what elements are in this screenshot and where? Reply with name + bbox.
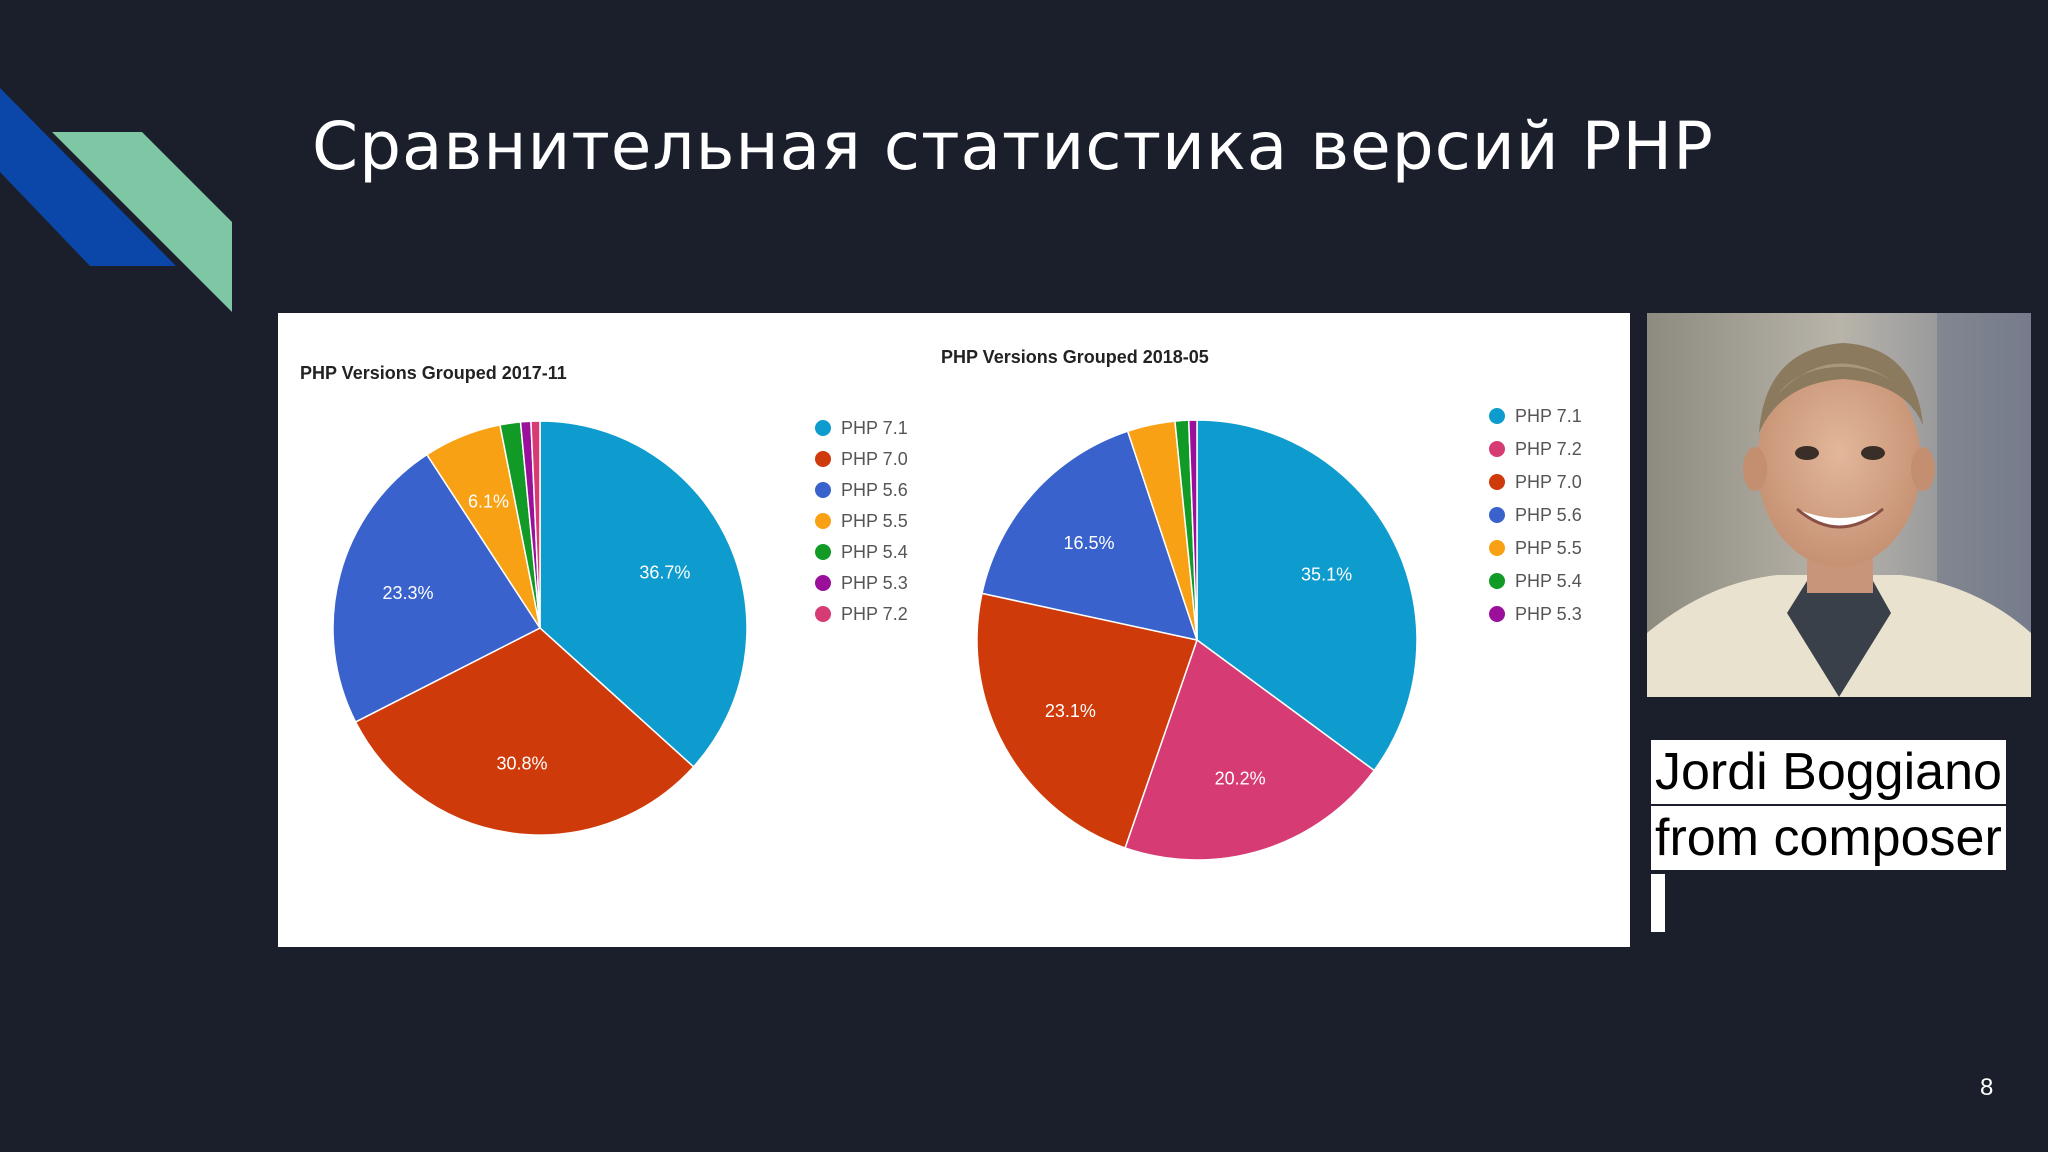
speaker-caption: Jordi Boggiano from composer xyxy=(1651,740,2036,932)
legend-label-php-5-6: PHP 5.6 xyxy=(841,480,908,500)
slice-label-php-7-0: 23.1% xyxy=(1045,701,1096,721)
legend-marker-php-5-3 xyxy=(1489,606,1505,622)
pie-chart-1: PHP Versions Grouped 2017-11 36.7% 30.8% 23… xyxy=(300,363,908,836)
pie-slice-php-7-1 xyxy=(1196,419,1418,772)
pie-slice-php-5-6 xyxy=(332,453,542,723)
legend-label-php-7-2: PHP 7.2 xyxy=(1515,439,1582,459)
legend-marker-php-7-0 xyxy=(1489,474,1505,490)
slice-label-php-5-6: 16.5% xyxy=(1063,533,1114,553)
slice-label-php-7-1: 35.1% xyxy=(1301,564,1352,584)
legend-label-php-7-2: PHP 7.2 xyxy=(841,604,908,624)
legend-label-php-5-4: PHP 5.4 xyxy=(1515,571,1582,591)
slice-label-php-7-0: 30.8% xyxy=(497,753,548,773)
slice-label-php-7-2: 20.2% xyxy=(1215,769,1266,789)
legend-marker-php-5-5 xyxy=(815,513,831,529)
legend-marker-php-7-1 xyxy=(815,420,831,436)
legend-marker-php-5-4 xyxy=(1489,573,1505,589)
text-cursor xyxy=(1651,874,1665,932)
caption-source: from composer xyxy=(1651,806,2006,870)
legend-marker-php-5-6 xyxy=(815,482,831,498)
pie-slice-php-7-2 xyxy=(1124,638,1376,861)
legend-label-php-7-1: PHP 7.1 xyxy=(841,418,908,438)
legend-label-php-5-6: PHP 5.6 xyxy=(1515,505,1582,525)
legend-marker-php-7-2 xyxy=(815,606,831,622)
pie-slice-php-7-1 xyxy=(539,420,748,768)
legend-label-php-5-5: PHP 5.5 xyxy=(1515,538,1582,558)
pie-charts: PHP Versions Grouped 2017-11 36.7% 30.8% 23… xyxy=(300,347,1582,861)
chart-title: PHP Versions Grouped 2018-05 xyxy=(941,347,1209,367)
legend-marker-php-5-5 xyxy=(1489,540,1505,556)
chart-panel: PHP Versions Grouped 2017-11 36.7% 30.8% 23… xyxy=(278,313,1630,947)
slice-label-php-5-5: 6.1% xyxy=(468,491,509,511)
slice-label-php-7-1: 36.7% xyxy=(639,563,690,583)
legend-marker-php-7-2 xyxy=(1489,441,1505,457)
chart-title: PHP Versions Grouped 2017-11 xyxy=(300,363,567,383)
legend-label-php-7-0: PHP 7.0 xyxy=(1515,472,1582,492)
pie-slice-php-5-3 xyxy=(1187,419,1198,641)
pie-slice-php-5-6 xyxy=(981,430,1199,642)
person-photo-icon xyxy=(1647,313,2031,697)
slide-title: Сравнительная статистика версий PHP xyxy=(312,108,1714,185)
pie-slice-php-7-2 xyxy=(530,420,541,629)
legend-label-php-7-1: PHP 7.1 xyxy=(1515,406,1582,426)
legend-label-php-5-3: PHP 5.3 xyxy=(1515,604,1582,624)
corner-decoration xyxy=(0,88,232,312)
pie-slice-php-7-0 xyxy=(976,592,1198,849)
page-number: 8 xyxy=(1980,1074,1994,1101)
caption-name: Jordi Boggiano xyxy=(1651,740,2006,804)
legend-label-php-5-4: PHP 5.4 xyxy=(841,542,908,562)
slice-label-php-5-6: 23.3% xyxy=(382,583,433,603)
legend-marker-php-5-6 xyxy=(1489,507,1505,523)
speaker-photo xyxy=(1647,313,2031,697)
deco-blue-stripe xyxy=(0,88,176,266)
legend-marker-php-7-0 xyxy=(815,451,831,467)
legend-marker-php-7-1 xyxy=(1489,408,1505,424)
legend-marker-php-5-4 xyxy=(815,544,831,560)
legend-marker-php-5-3 xyxy=(815,575,831,591)
legend-label-php-7-0: PHP 7.0 xyxy=(841,449,908,469)
legend-label-php-5-5: PHP 5.5 xyxy=(841,511,908,531)
legend-label-php-5-3: PHP 5.3 xyxy=(841,573,908,593)
pie-chart-2: PHP Versions Grouped 2018-05 35.1% 20.2% 23… xyxy=(941,347,1582,861)
deco-green-stripe xyxy=(52,132,232,312)
